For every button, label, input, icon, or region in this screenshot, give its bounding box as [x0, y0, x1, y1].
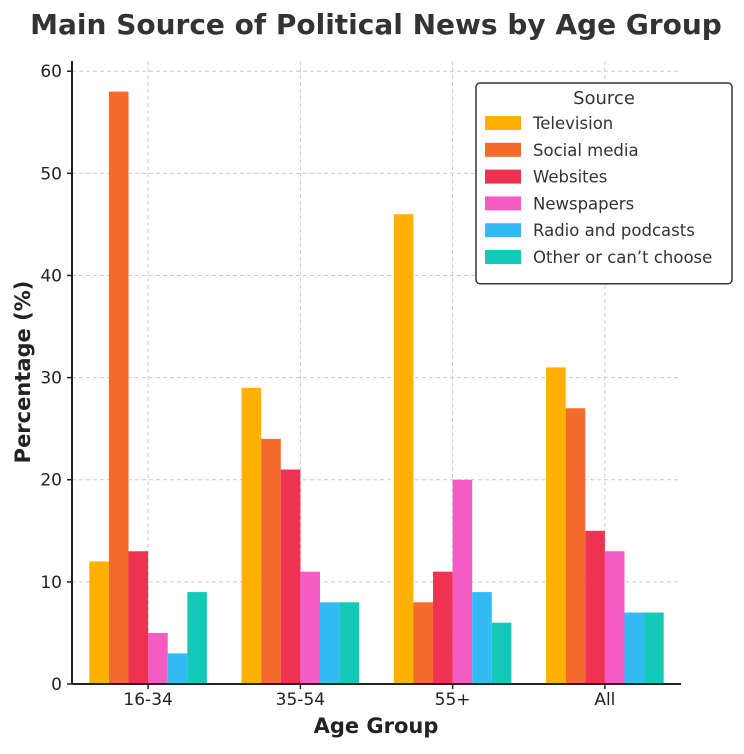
bar — [393, 214, 414, 684]
legend-box — [475, 82, 733, 285]
bar — [585, 530, 605, 684]
y-tick-label: 30 — [40, 369, 62, 389]
x-tick-label: 35-54 — [276, 690, 325, 710]
y-axis-ticks: 0 10 20 30 40 50 60 — [40, 62, 72, 695]
legend-label: Television — [532, 114, 613, 133]
bar — [148, 632, 168, 684]
legend-swatch — [485, 250, 521, 264]
bar — [300, 571, 320, 684]
legend-label: Social media — [533, 141, 639, 160]
x-axis-ticks: 16-34 35-54 55+ All — [123, 684, 615, 710]
bar — [472, 592, 492, 684]
legend-swatch — [485, 223, 521, 238]
bar — [624, 612, 645, 684]
bar — [261, 438, 281, 684]
y-tick-label: 10 — [40, 573, 62, 593]
legend-label: Other or can’t choose — [533, 248, 712, 267]
y-tick-label: 40 — [40, 266, 62, 286]
legend-title: Source — [573, 88, 635, 109]
x-tick-label: All — [594, 690, 615, 710]
y-tick-label: 50 — [40, 164, 62, 184]
bar — [187, 592, 207, 684]
bar — [89, 561, 109, 684]
legend-swatch — [485, 116, 521, 130]
bar — [108, 91, 129, 684]
legend-label: Newspapers — [533, 194, 634, 213]
bar — [167, 653, 188, 684]
bar — [128, 551, 149, 684]
legend-swatch — [485, 142, 521, 157]
bar — [452, 479, 473, 684]
bar — [413, 602, 434, 684]
x-tick-label: 16-34 — [123, 690, 172, 710]
legend-label: Websites — [533, 168, 607, 187]
bar — [644, 612, 664, 684]
bar — [604, 551, 625, 684]
bar — [433, 571, 453, 684]
bar — [241, 387, 262, 684]
legend: Source Television Social media Websites News… — [475, 82, 733, 285]
y-axis-title: Percentage (%) — [11, 281, 35, 464]
axes — [71, 61, 681, 685]
bar — [339, 602, 360, 684]
y-tick-label: 0 — [51, 675, 62, 695]
bar — [280, 469, 301, 684]
bars — [89, 91, 664, 684]
bar — [546, 367, 566, 684]
x-tick-label: 55+ — [435, 690, 471, 710]
legend-swatch — [485, 196, 521, 211]
legend-label: Radio and podcasts — [533, 221, 695, 240]
bar — [491, 622, 512, 684]
chart-title: Main Source of Political News by Age Gro… — [30, 8, 722, 41]
bar — [319, 602, 340, 684]
legend-swatch — [485, 169, 521, 184]
y-tick-label: 60 — [40, 62, 62, 82]
bar — [565, 408, 586, 684]
y-tick-label: 20 — [40, 471, 62, 491]
x-axis-title: Age Group — [314, 714, 439, 738]
